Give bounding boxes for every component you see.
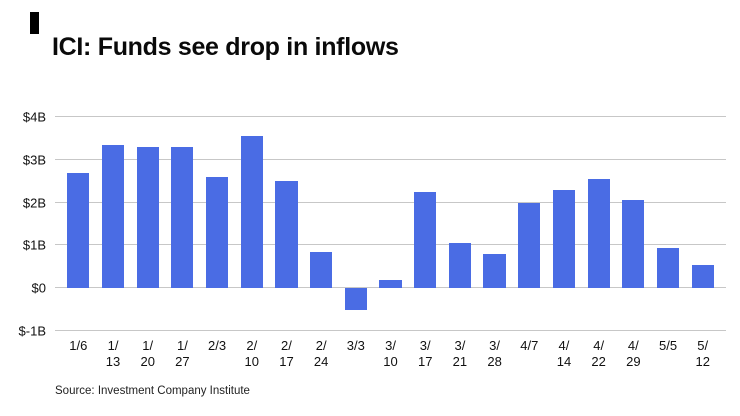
chart-title: ICI: Funds see drop in inflows [52,32,399,61]
x-axis-tick-label: 4/ 14 [556,338,572,370]
gridline [55,201,726,203]
bar-slot [581,117,616,331]
bar-slot [651,117,686,331]
x-axis-tick-label: 3/ 10 [383,338,398,370]
bar-slot [547,117,582,331]
y-axis-tick-label: $4B [22,109,46,125]
x-axis-tick-label: 4/7 [520,338,539,353]
x-axis-tick-label: 1/ 27 [175,338,190,370]
bar [67,172,90,289]
bar [622,200,645,289]
bar-slot [130,117,165,331]
bar-slot [304,117,339,331]
bar-slot [165,117,200,331]
x-axis-tick-label: 1/ 13 [105,338,121,370]
bar [448,243,471,289]
x-axis-tick-label: 2/ 17 [279,338,294,370]
bar-slot [96,117,131,331]
x-axis-tick-label: 2/ 24 [313,338,329,370]
bar [240,136,263,289]
bar-slot [269,117,304,331]
y-axis-tick-label: $1B [22,237,46,253]
bar [483,253,506,289]
bar [101,144,125,289]
bar [136,146,159,289]
y-axis-tick-label: $2B [22,195,46,211]
bar-slot [234,117,269,331]
bar-slot [512,117,547,331]
x-axis-tick-label: 4/ 22 [591,338,606,370]
bar [656,247,680,289]
gridline [55,116,726,117]
bar-slot [477,117,512,331]
x-axis-tick-label: 2/ 10 [244,338,260,370]
x-axis-tick-label: 3/ 17 [417,338,433,370]
x-axis-tick-label: 2/3 [208,338,227,353]
bar [518,202,541,289]
x-axis-labels: 1/6 1/ 13 1/ 20 1/ 27 2/3 2/ 10 2/ 17 2/ 24 3/3 3… [55,338,726,371]
x-axis-tick-label: 3/ 28 [487,338,502,370]
bar [205,176,229,289]
bar [691,264,714,289]
bar [275,181,298,289]
bar [379,279,402,289]
x-axis-tick-label: 5/ 12 [695,338,710,370]
gridline [55,244,726,246]
y-axis-tick-label: $3B [22,152,46,168]
bar [344,288,367,310]
bar [414,191,437,289]
x-axis-tick-label: 1/ 20 [140,338,155,370]
bar-slot [408,117,443,331]
bar-chart-plot-area: $4B $3B $2B $1B $0 $-1B [19,110,726,339]
bar [552,189,576,289]
bar [171,146,194,289]
bar-slot [373,117,408,331]
bar [587,179,610,289]
gridline [55,158,726,160]
x-axis-tick-label: 4/ 29 [626,338,641,370]
bar-slot [339,117,374,331]
gridline [55,330,726,331]
x-axis-tick-label: 3/ 21 [452,338,468,370]
x-axis-tick-label: 1/6 [69,338,88,353]
y-axis-tick-label: $-1B [18,323,46,339]
bar-slot [616,117,651,331]
x-axis-tick-label: 3/3 [346,338,365,353]
bar [310,251,333,289]
source-note: Source: Investment Company Institute [55,385,250,397]
bar-slot [443,117,478,331]
bar-slot [61,117,96,331]
y-axis-tick-label: $0 [31,280,46,296]
bar-slot [200,117,235,331]
accent-mark [30,12,39,34]
x-axis-tick-label: 5/5 [658,338,678,353]
bars-container [55,117,726,331]
bar-slot [685,117,720,331]
